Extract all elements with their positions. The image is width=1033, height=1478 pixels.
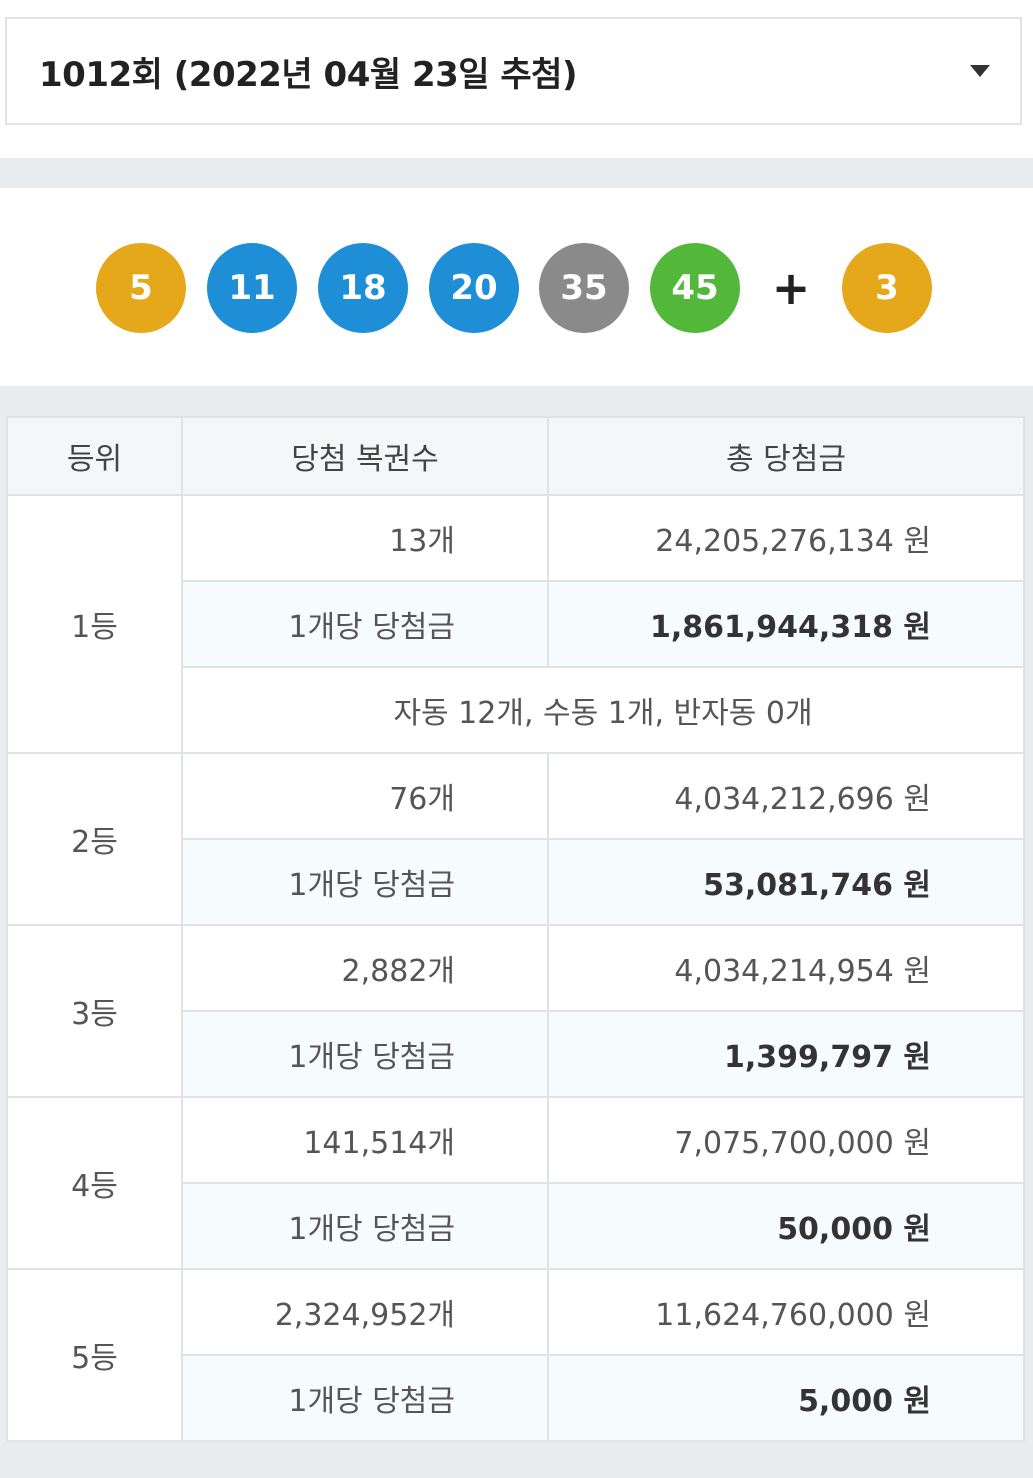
winning-numbers: 5 11 18 20 35 45 + 3	[0, 188, 1033, 386]
draw-round-label: 1012회 (2022년 04월 23일 추첨)	[39, 54, 578, 95]
total-prize: 11,624,760,000 원	[547, 1268, 1025, 1356]
winning-ball-2: 11	[207, 243, 297, 333]
table-row: 1개당 당첨금 1,399,797 원	[7, 1010, 1025, 1098]
table-row: 4등 141,514개 7,075,700,000 원	[6, 1096, 1025, 1270]
table-row: 3등 2,882개 4,034,214,954 원	[6, 924, 1025, 1098]
per-ticket-prize: 1,861,944,318 원	[547, 580, 1025, 668]
total-prize: 24,205,276,134 원	[547, 494, 1025, 582]
rank-label: 2등	[6, 752, 183, 926]
winner-count: 141,514개	[181, 1096, 549, 1184]
plus-sign: +	[771, 261, 811, 315]
winning-ball-4: 20	[429, 243, 519, 333]
winning-ball-6: 45	[650, 243, 740, 333]
prize-table: 등위 당첨 복권수 총 당첨금 1등 13개 24,205,276,134 원 …	[6, 416, 1025, 1442]
per-ticket-prize: 5,000 원	[547, 1354, 1025, 1442]
rank-label: 3등	[6, 924, 183, 1098]
table-row: 1등 13개 24,205,276,134 원	[6, 494, 1025, 754]
per-ticket-label: 1개당 당첨금	[181, 1010, 549, 1098]
per-ticket-label: 1개당 당첨금	[181, 1182, 549, 1270]
purchase-type-note: 자동 12개, 수동 1개, 반자동 0개	[181, 666, 1025, 754]
per-ticket-label: 1개당 당첨금	[181, 1354, 549, 1442]
winning-ball-1: 5	[96, 243, 186, 333]
per-ticket-label: 1개당 당첨금	[181, 838, 549, 926]
total-prize: 4,034,214,954 원	[547, 924, 1025, 1012]
table-row: 1개당 당첨금 50,000 원	[7, 1182, 1025, 1270]
winner-count: 2,324,952개	[181, 1268, 549, 1356]
total-prize: 4,034,212,696 원	[547, 752, 1025, 840]
table-row: 1개당 당첨금 5,000 원	[7, 1354, 1025, 1442]
per-ticket-prize: 1,399,797 원	[547, 1010, 1025, 1098]
rank-label: 4등	[6, 1096, 183, 1270]
table-row: 5등 2,324,952개 11,624,760,000 원	[6, 1268, 1025, 1442]
winner-count: 2,882개	[181, 924, 549, 1012]
header-count: 당첨 복권수	[181, 416, 549, 496]
rank-label: 1등	[6, 494, 183, 754]
per-ticket-prize: 53,081,746 원	[547, 838, 1025, 926]
winning-ball-3: 18	[318, 243, 408, 333]
rank-label: 5등	[6, 1268, 183, 1442]
caret-down-icon[interactable]	[970, 65, 990, 77]
header-total: 총 당첨금	[547, 416, 1025, 496]
winning-ball-5: 35	[539, 243, 629, 333]
table-row: 1개당 당첨금 53,081,746 원	[7, 838, 1025, 926]
table-row: 자동 12개, 수동 1개, 반자동 0개	[7, 666, 1025, 754]
per-ticket-label: 1개당 당첨금	[181, 580, 549, 668]
table-row: 1개당 당첨금 1,861,944,318 원	[7, 580, 1025, 668]
winner-count: 13개	[181, 494, 549, 582]
total-prize: 7,075,700,000 원	[547, 1096, 1025, 1184]
winner-count: 76개	[181, 752, 549, 840]
table-header-row: 등위 당첨 복권수 총 당첨금	[6, 416, 1025, 496]
table-row: 2등 76개 4,034,212,696 원	[6, 752, 1025, 926]
bonus-ball: 3	[842, 243, 932, 333]
header-rank: 등위	[6, 416, 183, 496]
per-ticket-prize: 50,000 원	[547, 1182, 1025, 1270]
draw-round-select[interactable]: 1012회 (2022년 04월 23일 추첨)	[5, 17, 1022, 125]
